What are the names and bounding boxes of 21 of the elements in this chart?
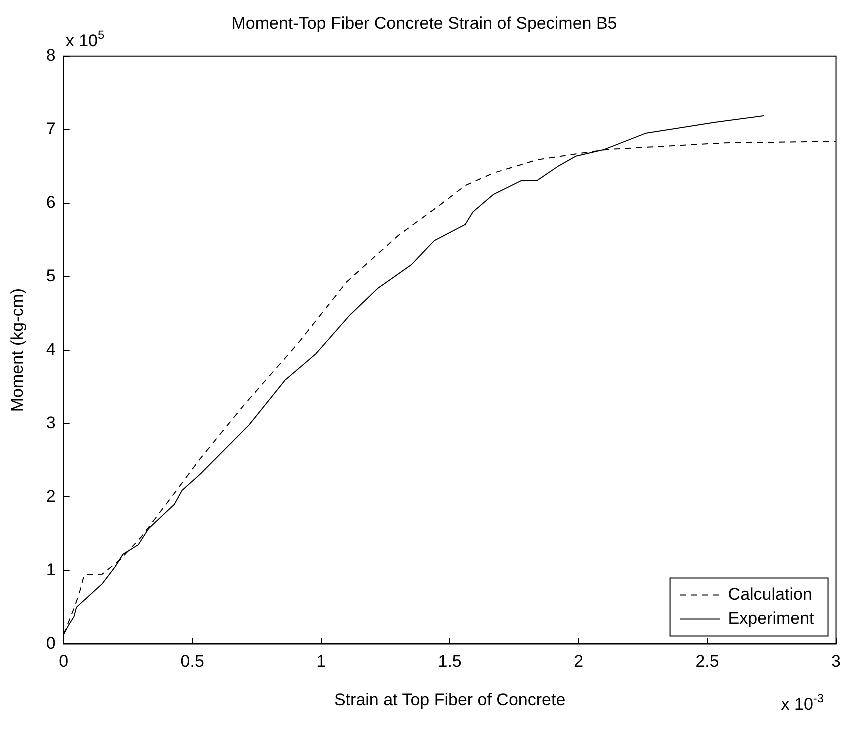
y-tick-label: 8 bbox=[46, 46, 56, 66]
x-tick-label: 1 bbox=[316, 652, 326, 672]
y-tick-label: 6 bbox=[46, 193, 56, 212]
y-tick-label: 5 bbox=[46, 266, 56, 286]
x-tick-label: 3 bbox=[832, 652, 842, 672]
x-tick-label: 0.5 bbox=[180, 652, 204, 672]
x-tick-label: 2.5 bbox=[696, 652, 720, 672]
x-tick-label: 0 bbox=[59, 652, 69, 672]
legend-label: Experiment bbox=[728, 608, 815, 628]
y-tick-label: 2 bbox=[46, 486, 56, 506]
x-axis-title: Strain at Top Fiber of Concrete bbox=[334, 690, 566, 710]
x-tick-label: 1.5 bbox=[438, 652, 462, 672]
chart-title: Moment-Top Fiber Concrete Strain of Specimen B5 bbox=[232, 14, 618, 33]
y-tick-label: 0 bbox=[46, 634, 56, 653]
x-tick-label: 2 bbox=[574, 652, 584, 672]
y-axis-title: Moment (kg-cm) bbox=[8, 288, 27, 412]
legend-label: Calculation bbox=[728, 584, 812, 604]
y-tick-label: 3 bbox=[46, 413, 56, 432]
y-tick-label: 1 bbox=[46, 560, 56, 580]
y-tick-label: 7 bbox=[46, 120, 56, 139]
y-tick-label: 4 bbox=[46, 340, 56, 359]
